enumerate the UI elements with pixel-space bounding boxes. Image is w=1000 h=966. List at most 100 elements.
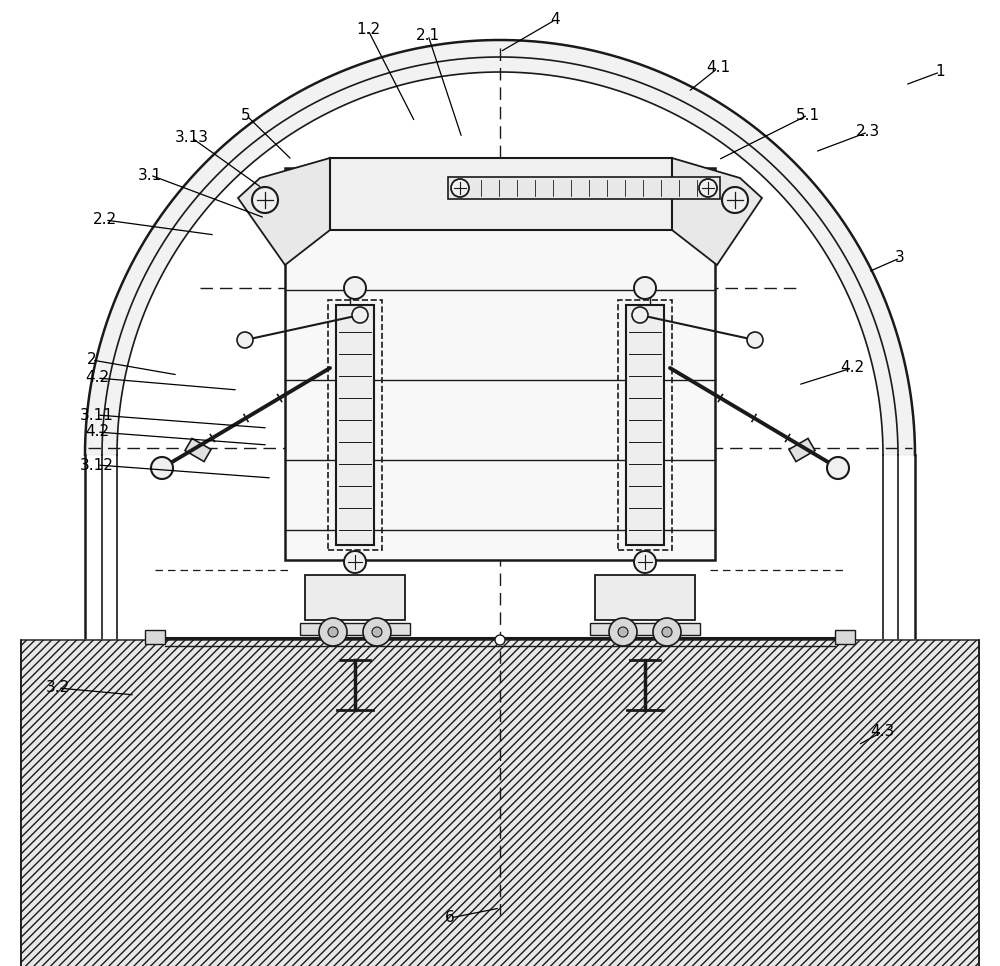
Point [876, 749, 892, 764]
Point [291, 674, 307, 690]
Point [865, 676, 881, 692]
Point [165, 769, 181, 784]
Point [505, 707, 521, 723]
Point [90, 700, 106, 716]
Point [99, 645, 115, 661]
Point [124, 746, 140, 761]
Point [63, 748, 79, 763]
Point [173, 685, 189, 700]
Point [106, 766, 122, 781]
Point [811, 747, 827, 762]
Point [112, 833, 128, 848]
Point [836, 821, 852, 837]
Point [845, 817, 861, 833]
Point [98, 824, 114, 839]
Point [328, 849, 344, 865]
Point [84, 753, 100, 768]
Point [195, 750, 211, 765]
Point [96, 847, 112, 863]
Point [152, 671, 168, 687]
Point [94, 856, 110, 871]
Point [608, 752, 624, 767]
Point [96, 777, 112, 792]
Point [884, 710, 900, 725]
Point [150, 755, 166, 771]
Point [779, 688, 795, 703]
Point [385, 770, 401, 785]
Point [90, 833, 106, 848]
Point [883, 724, 899, 740]
Point [908, 849, 924, 865]
Point [525, 828, 541, 843]
Point [838, 785, 854, 801]
Point [180, 722, 196, 737]
Point [920, 749, 936, 764]
Point [707, 732, 723, 748]
Point [904, 643, 920, 659]
Point [739, 778, 755, 793]
Point [878, 742, 894, 757]
Point [110, 787, 126, 803]
Point [608, 711, 624, 726]
Point [102, 838, 118, 853]
Point [127, 854, 143, 869]
Point [352, 756, 368, 772]
Point [869, 790, 885, 806]
Point [170, 753, 186, 768]
Point [143, 727, 159, 743]
Circle shape [319, 618, 347, 646]
Point [80, 754, 96, 770]
Point [810, 754, 826, 770]
Point [773, 822, 789, 838]
Point [629, 737, 645, 753]
Point [128, 650, 144, 666]
Circle shape [662, 627, 672, 637]
Point [204, 822, 220, 838]
Point [805, 859, 821, 874]
Point [793, 745, 809, 760]
Point [587, 818, 603, 834]
Point [606, 728, 622, 744]
Point [348, 709, 364, 724]
Point [262, 847, 278, 863]
Point [125, 838, 141, 853]
Point [802, 730, 818, 746]
Point [833, 842, 849, 858]
Point [137, 791, 153, 807]
Point [809, 828, 825, 843]
Point [655, 705, 671, 721]
Circle shape [699, 179, 717, 197]
Bar [305, 575, 405, 620]
Point [878, 774, 894, 789]
Point [907, 721, 923, 736]
Point [68, 775, 84, 790]
Text: 2.3: 2.3 [856, 125, 880, 139]
Point [63, 777, 79, 792]
Circle shape [451, 179, 469, 197]
Point [125, 810, 141, 826]
Point [833, 800, 849, 815]
Text: 4.3: 4.3 [870, 724, 894, 740]
Point [771, 799, 787, 814]
Point [735, 768, 751, 783]
Point [850, 853, 866, 868]
Point [902, 790, 918, 806]
Point [183, 759, 199, 775]
Point [104, 707, 120, 723]
Point [893, 833, 909, 848]
Point [85, 653, 101, 668]
Point [567, 694, 583, 709]
Point [68, 854, 84, 869]
Point [87, 690, 103, 705]
Point [864, 711, 880, 726]
Point [103, 838, 119, 854]
Point [154, 827, 170, 842]
Point [136, 735, 152, 751]
Point [107, 721, 123, 736]
Point [127, 681, 143, 696]
Point [72, 710, 88, 725]
Point [185, 697, 201, 713]
Point [835, 783, 851, 799]
Point [126, 728, 142, 744]
Point [140, 775, 156, 790]
